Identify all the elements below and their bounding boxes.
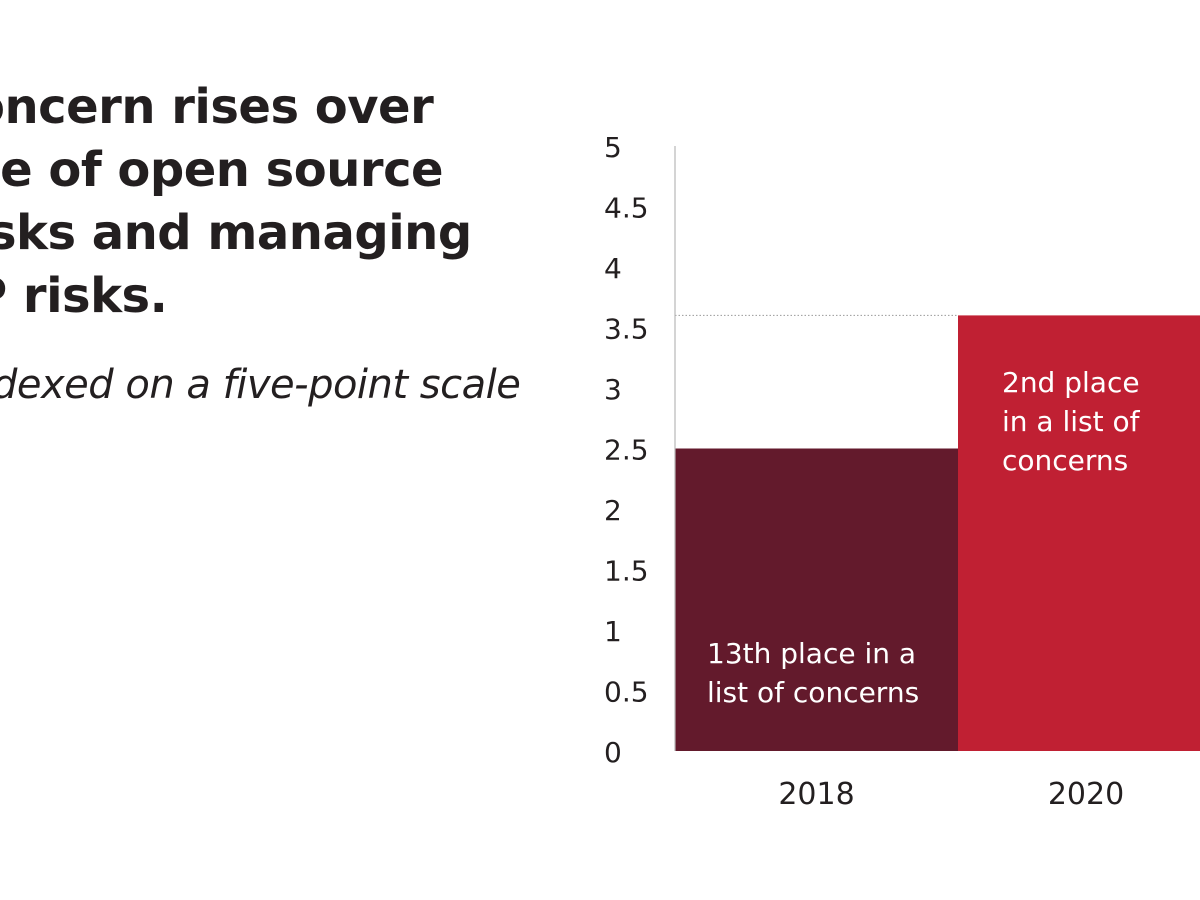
y-tick-label: 4 bbox=[604, 252, 622, 285]
bar-annotation-label: in a list of bbox=[1002, 405, 1141, 438]
bar-annotation-label: list of concerns bbox=[707, 676, 919, 709]
y-tick-label: 3.5 bbox=[604, 313, 649, 346]
y-tick-label: 2 bbox=[604, 494, 622, 527]
y-tick-label: 0.5 bbox=[604, 676, 649, 709]
title-line-4: P risks. bbox=[0, 268, 168, 324]
y-tick-label: 5 bbox=[604, 131, 622, 164]
bar-annotation-label: concerns bbox=[1002, 444, 1128, 477]
title-line-1: oncern rises over bbox=[0, 79, 434, 135]
y-tick-label: 1.5 bbox=[604, 555, 649, 588]
chart-title: oncern rises over se of open source isks… bbox=[0, 76, 532, 328]
x-tick-label: 2020 bbox=[1048, 777, 1124, 812]
y-tick-label: 0 bbox=[604, 736, 622, 769]
y-tick-label: 2.5 bbox=[604, 434, 649, 467]
y-tick-label: 4.5 bbox=[604, 192, 649, 225]
bar-2018 bbox=[675, 448, 958, 751]
chart-subtitle: dexed on a five-point scale bbox=[0, 362, 521, 408]
y-tick-label: 1 bbox=[604, 615, 622, 648]
bar-2020 bbox=[958, 315, 1200, 751]
bar-annotation-label: 2nd place bbox=[1002, 366, 1140, 399]
title-line-3: isks and managing bbox=[0, 205, 472, 261]
title-line-2: se of open source bbox=[0, 142, 444, 198]
x-tick-label: 2018 bbox=[778, 777, 854, 812]
y-tick-label: 3 bbox=[604, 373, 622, 406]
bar-annotation-label: 13th place in a bbox=[707, 637, 916, 670]
